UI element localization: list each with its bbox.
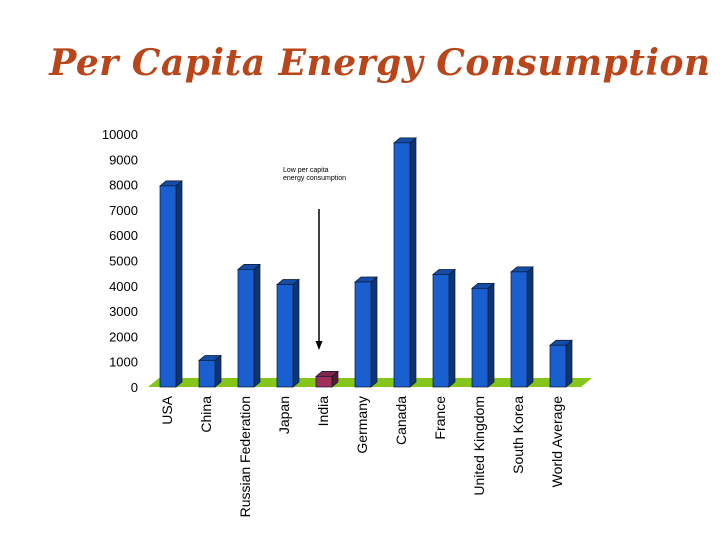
- y-tick-label: 5000: [109, 254, 138, 269]
- bar: [549, 339, 573, 388]
- y-tick-label: 2000: [109, 329, 138, 344]
- bar-side: [292, 278, 300, 388]
- bar: [354, 276, 378, 388]
- y-tick-label: 8000: [109, 178, 138, 193]
- x-tick-label: Canada: [393, 396, 409, 445]
- bar-front: [471, 287, 489, 388]
- chart-title: Per Capita Energy Consumption: [49, 42, 711, 84]
- bar-side: [409, 137, 417, 388]
- bar-side: [214, 354, 222, 388]
- bar-side: [253, 263, 261, 388]
- y-tick-label: 1000: [109, 355, 138, 370]
- bar-front: [159, 185, 177, 388]
- bar: [315, 370, 339, 388]
- bars-group: [159, 137, 573, 388]
- x-tick-label: India: [315, 396, 331, 427]
- bar-side: [448, 268, 456, 388]
- annotation: Low per capita energy consumption: [283, 167, 346, 350]
- bar-front: [393, 142, 411, 388]
- annotation-arrowhead: [315, 341, 323, 350]
- bar: [393, 137, 417, 388]
- x-tick-label: USA: [159, 395, 175, 424]
- bar-front: [198, 360, 216, 388]
- bar: [159, 180, 183, 388]
- bar-front: [315, 376, 333, 388]
- x-tick-label: Germany: [354, 396, 370, 454]
- bar-front: [510, 271, 528, 388]
- bar-front: [354, 281, 372, 388]
- y-tick-label: 10000: [102, 127, 138, 142]
- x-tick-label: United Kingdom: [471, 396, 487, 496]
- bar-side: [370, 276, 378, 388]
- bar-side: [487, 282, 495, 388]
- bar-side: [526, 266, 534, 388]
- bar-front: [432, 274, 450, 388]
- x-axis-labels: USA China Russian Federation Japan India Germ…: [159, 395, 565, 517]
- y-tick-label: 6000: [109, 228, 138, 243]
- y-tick-label: 9000: [109, 152, 138, 167]
- y-tick-label: 7000: [109, 203, 138, 218]
- bar-front: [237, 269, 255, 388]
- bar-front: [276, 284, 294, 388]
- bar: [471, 282, 495, 388]
- x-tick-label: Japan: [276, 396, 292, 434]
- bar: [198, 354, 222, 388]
- annotation-text-line-1: Low per capita: [283, 167, 329, 174]
- annotation-text-line-2: energy consumption: [283, 175, 346, 182]
- bar: [432, 268, 456, 388]
- bar-front: [549, 344, 567, 388]
- x-tick-label: France: [432, 396, 448, 440]
- bar-side: [565, 339, 573, 388]
- x-tick-label: South Korea: [510, 396, 526, 474]
- x-tick-label: China: [198, 396, 214, 433]
- x-tick-label: Russian Federation: [237, 396, 253, 517]
- bar: [237, 263, 261, 388]
- bar: [276, 278, 300, 388]
- x-tick-label: World Average: [549, 396, 565, 488]
- bar: [510, 266, 534, 388]
- y-tick-label: 4000: [109, 279, 138, 294]
- y-tick-label: 3000: [109, 304, 138, 319]
- bar-side: [175, 180, 183, 388]
- y-tick-label: 0: [131, 380, 138, 395]
- y-axis: 0 1000 2000 3000 4000 5000 6000 7000 8000 9000 100…: [102, 127, 138, 395]
